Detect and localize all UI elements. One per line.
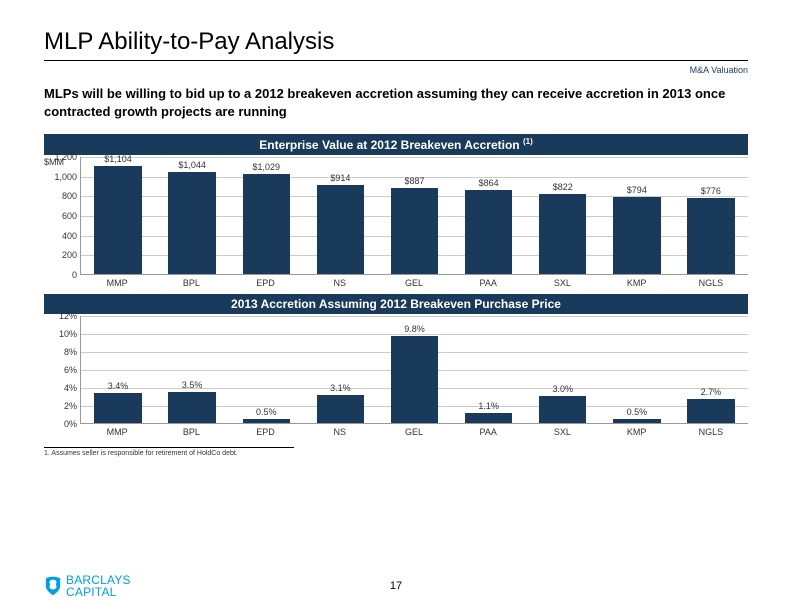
xlabel: GEL — [377, 275, 451, 288]
eagle-shield-icon — [44, 576, 62, 596]
ytick-label: 6% — [64, 365, 81, 375]
bar-epd: 0.5% — [243, 419, 290, 423]
ytick-label: 2% — [64, 401, 81, 411]
bar-ns: 3.1% — [317, 395, 364, 423]
bar-value-label: $1,104 — [94, 154, 141, 166]
xlabel: BPL — [154, 275, 228, 288]
bar-value-label: 0.5% — [613, 407, 660, 419]
chart1: $MM 02004006008001,0001,200$1,104$1,044$… — [44, 157, 748, 288]
bar-kmp: $794 — [613, 197, 660, 274]
bar-value-label: $887 — [391, 176, 438, 188]
ytick-label: 0% — [64, 419, 81, 429]
bar-bpl: 3.5% — [168, 392, 215, 423]
ytick-label: 800 — [62, 191, 81, 201]
footnote-text: 1. Assumes seller is responsible for ret… — [44, 448, 748, 457]
xlabel: SXL — [525, 275, 599, 288]
xlabel: MMP — [80, 424, 154, 437]
xlabel: NS — [303, 424, 377, 437]
bar-gel: $887 — [391, 188, 438, 274]
bar-paa: 1.1% — [465, 413, 512, 423]
logo-text-bottom: CAPITAL — [66, 586, 131, 598]
xlabel: BPL — [154, 424, 228, 437]
chart2-header: 2013 Accretion Assuming 2012 Breakeven P… — [44, 294, 748, 314]
page-title: MLP Ability-to-Pay Analysis — [44, 28, 748, 61]
bar-value-label: 3.1% — [317, 383, 364, 395]
bar-value-label: $914 — [317, 173, 364, 185]
bar-value-label: 1.1% — [465, 401, 512, 413]
page-number: 17 — [390, 580, 402, 592]
bar-mmp: $1,104 — [94, 166, 141, 274]
bar-epd: $1,029 — [243, 174, 290, 274]
xlabel: SXL — [525, 424, 599, 437]
bar-value-label: $822 — [539, 182, 586, 194]
bar-value-label: $1,029 — [243, 162, 290, 174]
bar-gel: 9.8% — [391, 336, 438, 423]
bar-value-label: $1,044 — [168, 160, 215, 172]
bar-kmp: 0.5% — [613, 419, 660, 423]
ytick-label: 1,000 — [54, 172, 81, 182]
ytick-label: 12% — [59, 311, 81, 321]
ytick-label: 0 — [72, 270, 81, 280]
bar-ns: $914 — [317, 185, 364, 274]
ytick-label: 10% — [59, 329, 81, 339]
xlabel: NGLS — [674, 275, 748, 288]
bar-value-label: $794 — [613, 185, 660, 197]
ytick-label: 8% — [64, 347, 81, 357]
xlabel: EPD — [228, 424, 302, 437]
bar-sxl: 3.0% — [539, 396, 586, 423]
xlabel: KMP — [600, 275, 674, 288]
xlabel: PAA — [451, 275, 525, 288]
bar-value-label: 9.8% — [391, 324, 438, 336]
chart2: 0%2%4%6%8%10%12%3.4%3.5%0.5%3.1%9.8%1.1%… — [44, 316, 748, 437]
bar-value-label: 3.5% — [168, 380, 215, 392]
bar-value-label: $864 — [465, 178, 512, 190]
bar-value-label: $776 — [687, 186, 734, 198]
bar-value-label: 0.5% — [243, 407, 290, 419]
xlabel: NGLS — [674, 424, 748, 437]
ytick-label: 400 — [62, 231, 81, 241]
bar-value-label: 3.0% — [539, 384, 586, 396]
ytick-label: 1,200 — [54, 152, 81, 162]
chart1-header: Enterprise Value at 2012 Breakeven Accre… — [44, 134, 748, 155]
subtitle-text: MLPs will be willing to bid up to a 2012… — [44, 85, 748, 120]
ytick-label: 200 — [62, 250, 81, 260]
xlabel: PAA — [451, 424, 525, 437]
bar-ngls: 2.7% — [687, 399, 734, 423]
xlabel: KMP — [600, 424, 674, 437]
ytick-label: 4% — [64, 383, 81, 393]
bar-bpl: $1,044 — [168, 172, 215, 274]
xlabel: MMP — [80, 275, 154, 288]
ytick-label: 600 — [62, 211, 81, 221]
bar-value-label: 3.4% — [94, 381, 141, 393]
bar-paa: $864 — [465, 190, 512, 274]
xlabel: EPD — [228, 275, 302, 288]
bar-value-label: 2.7% — [687, 387, 734, 399]
bar-sxl: $822 — [539, 194, 586, 274]
barclays-logo: BARCLAYS CAPITAL — [44, 574, 131, 598]
bar-ngls: $776 — [687, 198, 734, 274]
section-tagline: M&A Valuation — [44, 65, 748, 75]
xlabel: NS — [303, 275, 377, 288]
xlabel: GEL — [377, 424, 451, 437]
bar-mmp: 3.4% — [94, 393, 141, 423]
